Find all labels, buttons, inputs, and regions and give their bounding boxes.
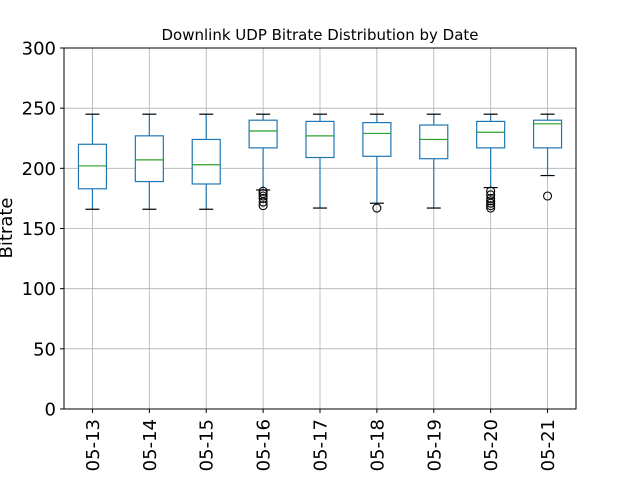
iqr-box [532,119,563,149]
box-05-17 [305,113,335,209]
x-axis: 05-13 05-14 05-15 05-16 05-17 05-18 05-19 05-20… [83,409,559,471]
box-05-15 [191,113,221,210]
y-tick-label: 0 [45,400,56,421]
box-05-18 [362,113,392,213]
x-tick-label: 05-19 [424,419,445,471]
outlier-point [258,191,268,201]
iqr-box [248,119,278,149]
box-05-21 [532,113,563,201]
x-tick-label: 05-18 [367,419,388,471]
x-tick-label: 05-13 [83,419,104,471]
x-tick-label: 05-16 [254,419,275,471]
outlier-point [486,198,496,208]
x-tick-label: 05-21 [538,419,559,471]
y-tick-label: 50 [33,339,56,360]
x-tick-label: 05-20 [481,419,502,471]
y-tick-label: 300 [22,39,56,60]
y-axis-label: Bitrate [0,198,17,259]
y-axis: 0 50 100 150 200 250 300 [22,39,64,421]
box-05-14 [134,113,164,210]
x-tick-label: 05-17 [311,419,332,471]
iqr-box [134,135,164,183]
iqr-box [476,120,506,149]
y-tick-label: 200 [22,159,56,180]
y-tick-label: 150 [22,219,56,240]
box-05-16 [248,113,278,211]
outlier-point [258,197,268,207]
x-tick-label: 05-15 [197,419,218,471]
outlier-point [486,193,496,203]
y-tick-label: 250 [22,99,56,120]
box-05-19 [419,113,449,209]
box-05-20 [476,113,506,213]
outlier-point [486,186,496,196]
y-tick-label: 100 [22,279,56,300]
iqr-box [77,143,108,190]
box-05-13 [77,113,108,210]
outlier-point [258,186,268,196]
outlier-point [486,196,496,206]
outlier-point [258,193,268,203]
chart-title: Downlink UDP Bitrate Distribution by Dat… [161,26,478,44]
iqr-box [191,138,221,185]
outlier-point [372,203,382,213]
grid-layer [64,47,576,410]
iqr-box [419,124,449,160]
x-tick-label: 05-14 [140,419,161,471]
iqr-box [305,120,335,159]
outlier-point [543,191,553,201]
outlier-point [486,203,496,213]
outlier-point [258,201,268,211]
iqr-box [362,122,392,157]
outlier-point [486,201,496,211]
box-layer [77,113,563,213]
